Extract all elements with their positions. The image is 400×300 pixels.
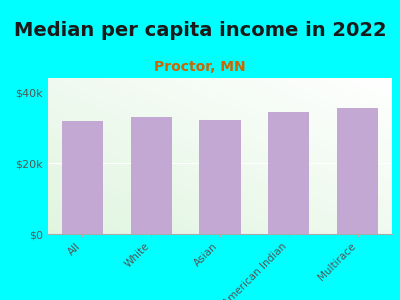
Bar xyxy=(337,108,378,234)
Bar xyxy=(268,112,310,234)
Text: Median per capita income in 2022: Median per capita income in 2022 xyxy=(14,21,386,40)
Bar xyxy=(62,121,103,234)
Bar xyxy=(130,117,172,234)
Bar xyxy=(199,120,241,234)
Text: Proctor, MN: Proctor, MN xyxy=(154,60,246,74)
